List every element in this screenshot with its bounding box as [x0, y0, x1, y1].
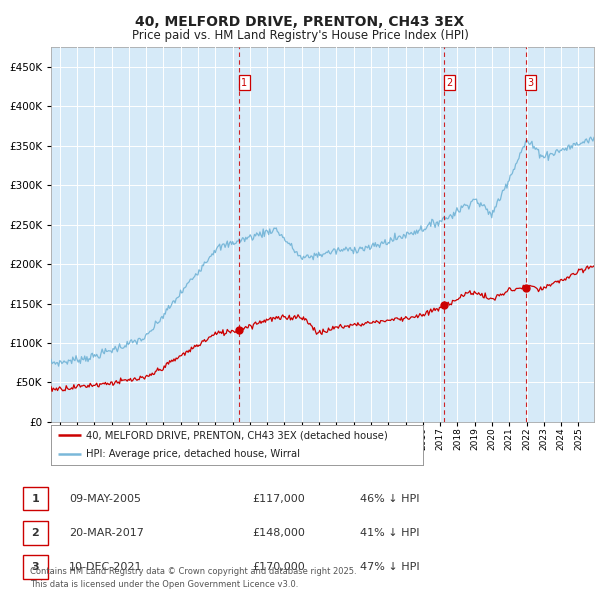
Text: £117,000: £117,000 — [252, 494, 305, 503]
Text: 1: 1 — [32, 494, 39, 503]
Text: Contains HM Land Registry data © Crown copyright and database right 2025.
This d: Contains HM Land Registry data © Crown c… — [30, 568, 356, 589]
Text: £148,000: £148,000 — [252, 528, 305, 537]
Text: 10-DEC-2021: 10-DEC-2021 — [69, 562, 143, 572]
Text: 3: 3 — [32, 562, 39, 572]
Text: 40, MELFORD DRIVE, PRENTON, CH43 3EX: 40, MELFORD DRIVE, PRENTON, CH43 3EX — [136, 15, 464, 29]
Text: 47% ↓ HPI: 47% ↓ HPI — [360, 562, 419, 572]
Text: 20-MAR-2017: 20-MAR-2017 — [69, 528, 144, 537]
Text: 1: 1 — [241, 78, 247, 88]
Text: Price paid vs. HM Land Registry's House Price Index (HPI): Price paid vs. HM Land Registry's House … — [131, 29, 469, 42]
Text: 2: 2 — [32, 528, 39, 537]
Text: 41% ↓ HPI: 41% ↓ HPI — [360, 528, 419, 537]
Text: 46% ↓ HPI: 46% ↓ HPI — [360, 494, 419, 503]
Text: 09-MAY-2005: 09-MAY-2005 — [69, 494, 141, 503]
Text: 40, MELFORD DRIVE, PRENTON, CH43 3EX (detached house): 40, MELFORD DRIVE, PRENTON, CH43 3EX (de… — [86, 430, 388, 440]
Text: 2: 2 — [446, 78, 452, 88]
Text: HPI: Average price, detached house, Wirral: HPI: Average price, detached house, Wirr… — [86, 450, 301, 460]
Text: £170,000: £170,000 — [252, 562, 305, 572]
Text: 3: 3 — [527, 78, 534, 88]
